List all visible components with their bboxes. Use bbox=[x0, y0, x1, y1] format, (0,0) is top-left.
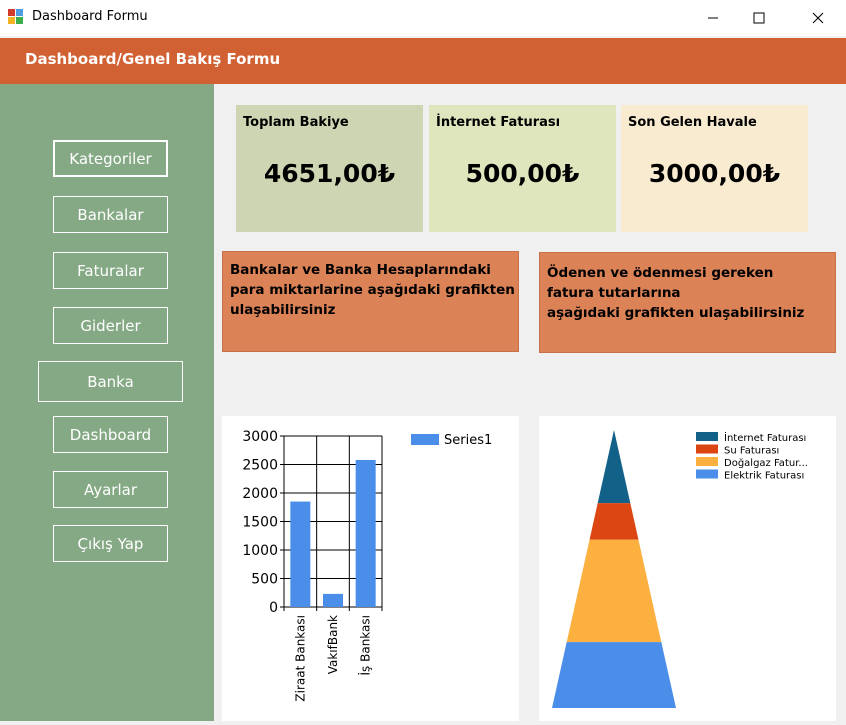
legend-label: Elektrik Faturası bbox=[724, 471, 804, 482]
window-title-bar: Dashboard Formu bbox=[0, 0, 846, 36]
y-tick-label: 3000 bbox=[242, 429, 278, 445]
sidebar-item-kategoriler[interactable]: Kategoriler bbox=[53, 140, 168, 177]
sidebar-item-bankalar[interactable]: Bankalar bbox=[53, 196, 168, 233]
sidebar-item-giderler[interactable]: Giderler bbox=[53, 307, 168, 344]
minimize-icon bbox=[708, 17, 718, 19]
legend-label: Series1 bbox=[444, 433, 492, 448]
card-value: 4651,00₺ bbox=[263, 159, 396, 188]
banner-line: Ödenen ve ödenmesi gereken bbox=[547, 265, 774, 281]
legend-label: Doğalgaz Fatur... bbox=[724, 457, 808, 469]
y-tick-label: 0 bbox=[269, 600, 278, 616]
card-label: Toplam Bakiye bbox=[243, 115, 349, 130]
legend-swatch bbox=[696, 457, 718, 466]
maximize-icon bbox=[753, 12, 765, 24]
bank-balance-bar-chart: 0 500 1000 1500 2000 2500 3000 Ziraat Bankası Va… bbox=[242, 429, 492, 702]
invoice-pyramid-chart-panel: İnternet Faturası Su Faturası Doğalgaz Fat… bbox=[539, 416, 836, 721]
close-icon bbox=[812, 12, 824, 24]
header-band: Dashboard/Genel Bakış Formu bbox=[0, 38, 846, 84]
close-button[interactable] bbox=[795, 0, 841, 36]
bar bbox=[323, 593, 343, 607]
banner-line: aşağıdaki grafikten ulaşabilirsiniz bbox=[547, 305, 805, 321]
legend-swatch bbox=[696, 432, 718, 441]
app-icon bbox=[8, 9, 24, 25]
page-title: Dashboard/Genel Bakış Formu bbox=[25, 50, 281, 68]
bar bbox=[290, 501, 311, 607]
x-tick-label: VakıfBank bbox=[326, 615, 340, 674]
bar bbox=[355, 459, 376, 607]
x-tick-label: Ziraat Bankası bbox=[293, 615, 307, 702]
legend-swatch bbox=[696, 444, 718, 454]
sidebar-item-banka[interactable]: Banka bbox=[38, 361, 183, 402]
pyramid-segment bbox=[597, 430, 631, 504]
banner-line: ulaşabilirsiniz bbox=[230, 302, 336, 318]
card-toplam-bakiye: Toplam Bakiye 4651,00₺ bbox=[236, 105, 423, 232]
minimize-button[interactable] bbox=[690, 0, 736, 36]
y-tick-label: 2000 bbox=[242, 486, 278, 502]
legend-swatch bbox=[696, 469, 718, 479]
legend-swatch bbox=[411, 434, 439, 445]
bank-info-banner: Bankalar ve Banka Hesaplarındaki para mi… bbox=[222, 251, 519, 352]
sidebar-item-ayarlar[interactable]: Ayarlar bbox=[53, 471, 168, 508]
banner-line: Bankalar ve Banka Hesaplarındaki bbox=[230, 262, 491, 278]
invoice-info-banner: Ödenen ve ödenmesi gereken fatura tutarl… bbox=[539, 252, 836, 353]
banner-line: para miktarlarine aşağıdaki grafikten bbox=[230, 282, 515, 298]
banner-line: fatura tutarlarına bbox=[547, 285, 681, 301]
pyramid-segment bbox=[552, 642, 676, 708]
y-tick-label: 1500 bbox=[242, 515, 278, 531]
sidebar-item-faturalar[interactable]: Faturalar bbox=[53, 252, 168, 289]
legend-label: Su Faturası bbox=[724, 446, 779, 457]
y-tick-label: 2500 bbox=[242, 458, 278, 474]
card-label: Son Gelen Havale bbox=[628, 115, 757, 130]
sidebar bbox=[0, 84, 214, 721]
pyramid-segment bbox=[566, 539, 662, 643]
card-value: 500,00₺ bbox=[465, 159, 580, 188]
sidebar-item-cikis-yap[interactable]: Çıkış Yap bbox=[53, 525, 168, 562]
pyramid-segment bbox=[589, 503, 639, 540]
maximize-button[interactable] bbox=[736, 0, 782, 36]
y-tick-label: 1000 bbox=[242, 543, 278, 559]
card-value: 3000,00₺ bbox=[648, 159, 781, 188]
sidebar-item-dashboard[interactable]: Dashboard bbox=[53, 416, 168, 453]
bank-balance-chart-panel: 0 500 1000 1500 2000 2500 3000 Ziraat Bankası Va… bbox=[222, 416, 519, 721]
legend-label: İnternet Faturası bbox=[724, 431, 806, 444]
card-internet-faturasi: İnternet Faturası 500,00₺ bbox=[429, 105, 616, 232]
y-tick-label: 500 bbox=[251, 572, 278, 588]
x-tick-label: İş Bankası bbox=[358, 615, 373, 675]
card-son-gelen-havale: Son Gelen Havale 3000,00₺ bbox=[621, 105, 808, 232]
window-title: Dashboard Formu bbox=[32, 9, 148, 24]
card-label: İnternet Faturası bbox=[436, 115, 561, 130]
